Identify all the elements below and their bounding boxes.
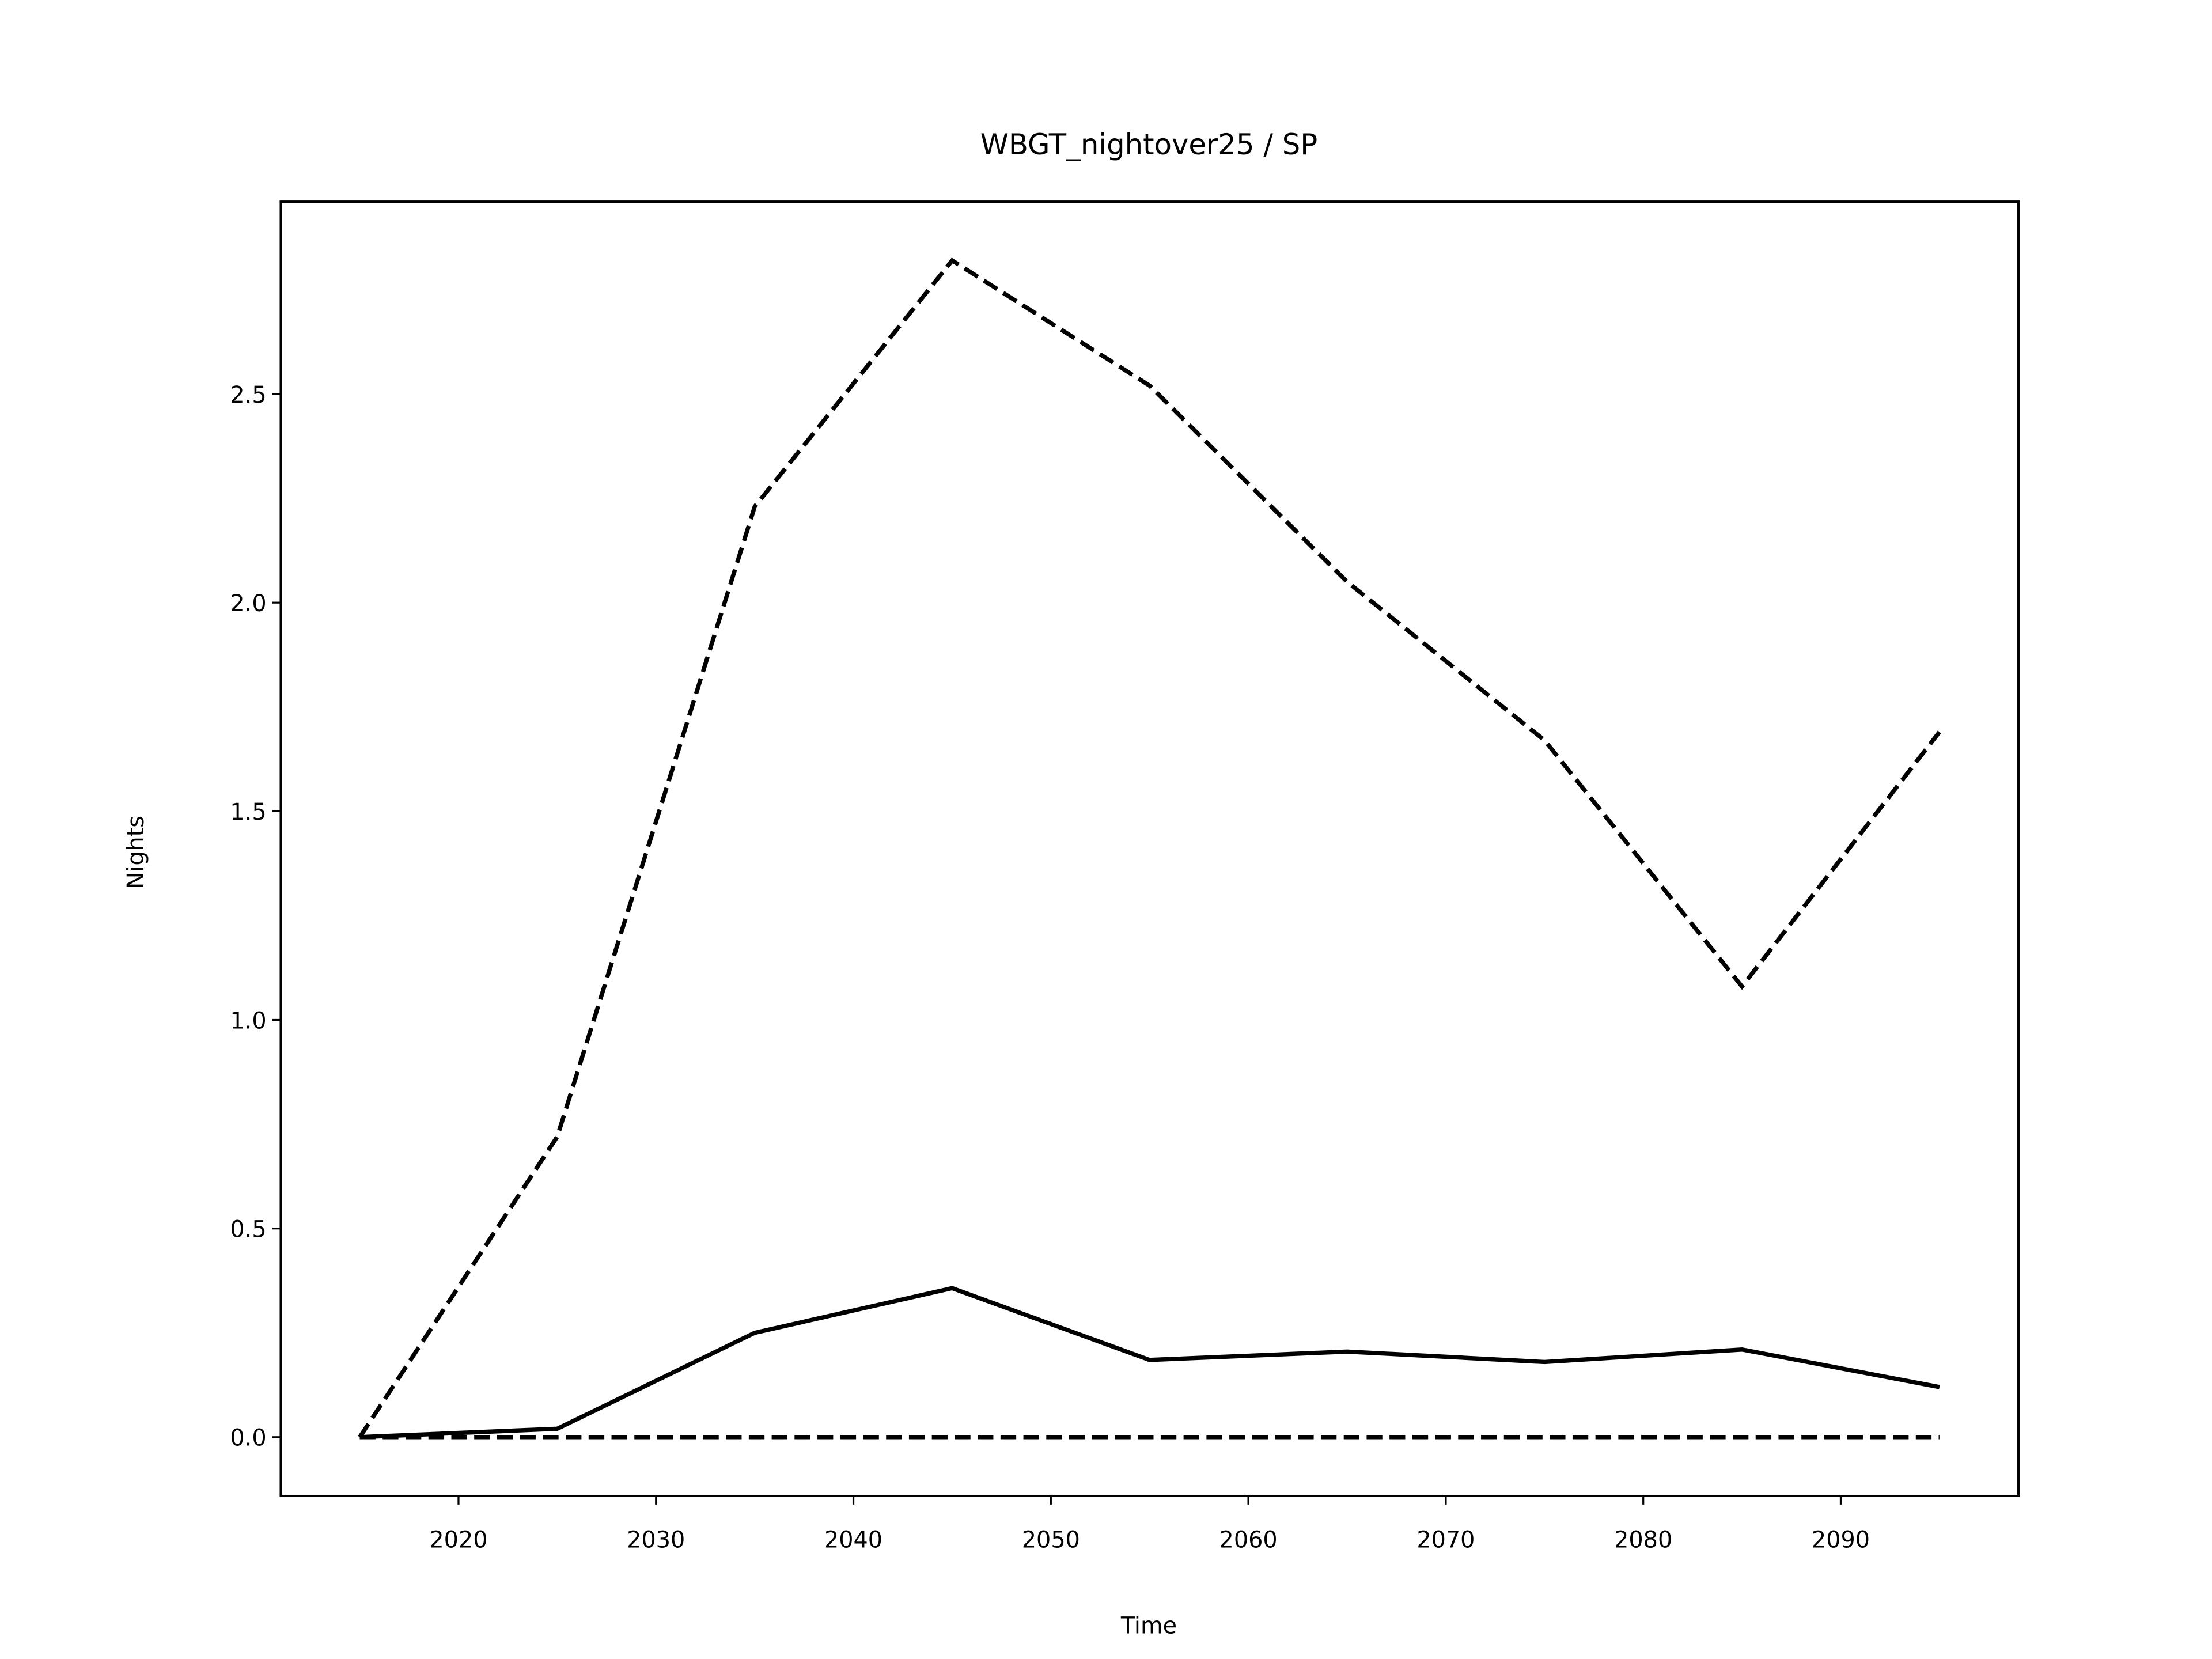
y-axis-label: Nights: [123, 816, 149, 889]
x-tick-label: 2030: [627, 1527, 685, 1553]
x-tick-label: 2040: [824, 1527, 882, 1553]
x-tick-label: 2080: [1614, 1527, 1672, 1553]
series-line: [359, 1286, 1940, 1440]
series-line: [358, 257, 1941, 1438]
y-tick-label: 1.5: [230, 799, 266, 825]
plot-frame: [279, 200, 2020, 1497]
y-tick-label: 0.0: [230, 1425, 266, 1452]
x-tick-label: 2060: [1219, 1527, 1278, 1553]
y-tick-label: 2.5: [230, 382, 266, 408]
y-tick-label: 0.5: [230, 1217, 266, 1243]
y-tick-label: 2.0: [230, 590, 266, 617]
x-tick-label: 2070: [1416, 1527, 1475, 1553]
chart-title: WBGT_nightover25 / SP: [980, 128, 1317, 161]
x-tick-label: 2050: [1022, 1527, 1080, 1553]
x-tick-label: 2020: [429, 1527, 487, 1553]
y-tick-label: 1.0: [230, 1007, 266, 1034]
x-axis-label: Time: [1120, 1612, 1177, 1639]
x-tick-label: 2090: [1812, 1527, 1870, 1553]
